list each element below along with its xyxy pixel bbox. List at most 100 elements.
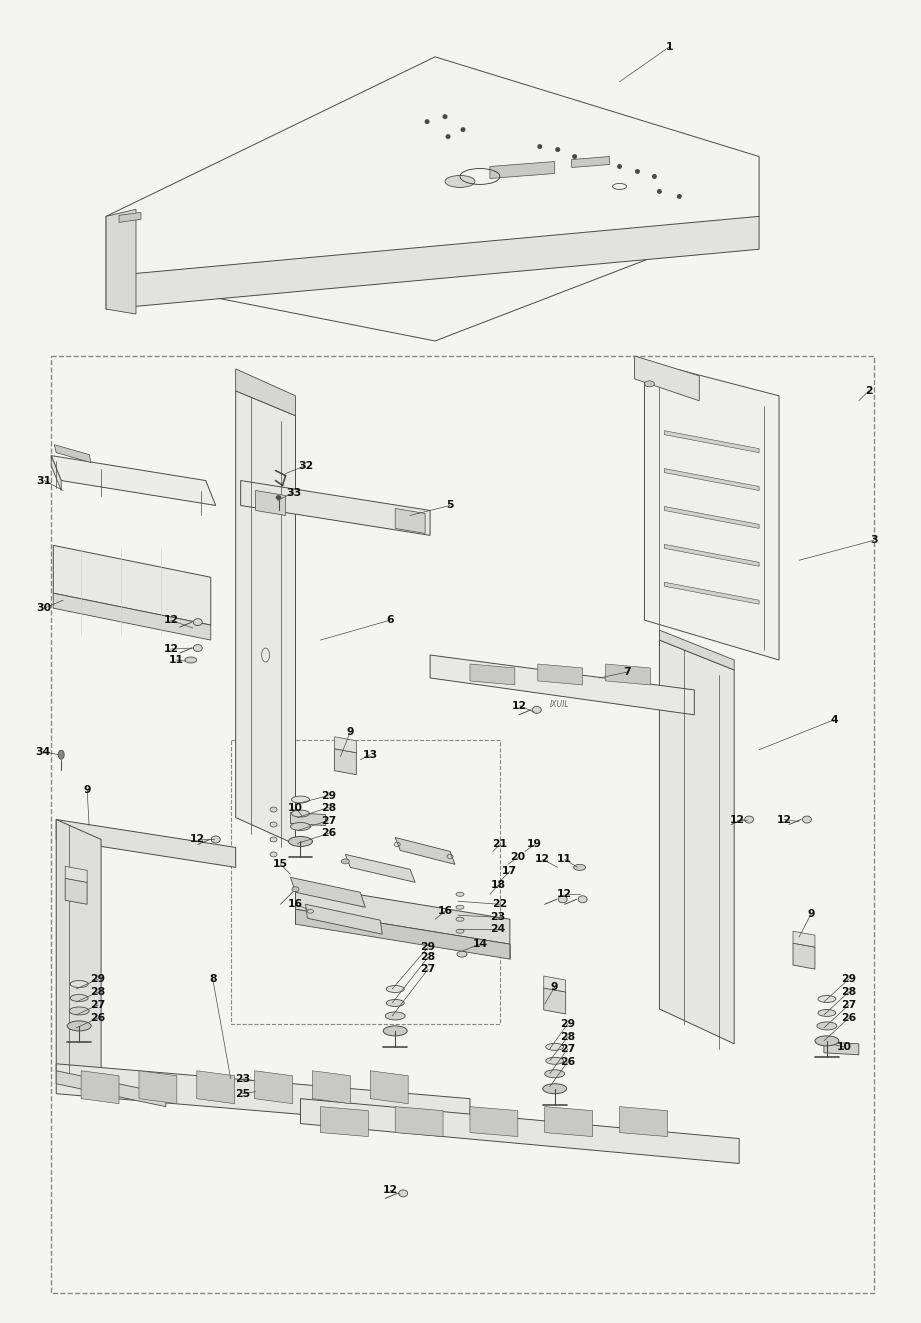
Polygon shape xyxy=(236,390,296,844)
Polygon shape xyxy=(300,1098,740,1163)
Polygon shape xyxy=(664,507,759,528)
Polygon shape xyxy=(65,867,87,882)
Ellipse shape xyxy=(270,852,277,857)
Polygon shape xyxy=(56,819,101,1094)
Text: 9: 9 xyxy=(807,909,815,919)
Text: IXUIL: IXUIL xyxy=(550,700,569,709)
Ellipse shape xyxy=(70,980,88,987)
Ellipse shape xyxy=(292,886,299,892)
Ellipse shape xyxy=(445,176,475,188)
Ellipse shape xyxy=(290,823,310,831)
Ellipse shape xyxy=(532,706,542,713)
Circle shape xyxy=(677,194,682,198)
Ellipse shape xyxy=(270,807,277,812)
Polygon shape xyxy=(290,812,325,826)
Polygon shape xyxy=(664,582,759,605)
Circle shape xyxy=(446,134,450,139)
Ellipse shape xyxy=(544,1070,565,1078)
Circle shape xyxy=(443,114,448,119)
Text: 5: 5 xyxy=(447,500,454,511)
Text: 29: 29 xyxy=(421,942,436,953)
Ellipse shape xyxy=(645,381,655,386)
Polygon shape xyxy=(197,1070,235,1103)
Text: 26: 26 xyxy=(841,1013,857,1023)
Text: 28: 28 xyxy=(321,803,336,812)
Ellipse shape xyxy=(342,859,349,864)
Ellipse shape xyxy=(193,644,203,651)
Text: 19: 19 xyxy=(528,840,542,849)
Text: 12: 12 xyxy=(382,1185,398,1196)
Text: 9: 9 xyxy=(551,982,558,992)
Ellipse shape xyxy=(292,796,309,803)
Text: 24: 24 xyxy=(490,925,506,934)
Polygon shape xyxy=(56,819,236,868)
Text: 10: 10 xyxy=(288,803,303,812)
Ellipse shape xyxy=(558,896,567,902)
Polygon shape xyxy=(470,664,515,685)
Ellipse shape xyxy=(185,658,197,663)
Text: 10: 10 xyxy=(836,1041,851,1052)
Ellipse shape xyxy=(270,837,277,841)
Polygon shape xyxy=(53,545,211,624)
Ellipse shape xyxy=(818,1009,836,1016)
Text: 25: 25 xyxy=(235,1089,251,1098)
Text: 12: 12 xyxy=(729,815,745,824)
Ellipse shape xyxy=(193,619,203,626)
Text: 28: 28 xyxy=(90,987,106,998)
Ellipse shape xyxy=(818,995,836,1003)
Ellipse shape xyxy=(386,999,404,1007)
Polygon shape xyxy=(659,630,734,669)
Ellipse shape xyxy=(456,905,464,909)
Text: 2: 2 xyxy=(865,386,872,396)
Text: 26: 26 xyxy=(90,1013,106,1023)
Text: 28: 28 xyxy=(421,953,436,962)
Polygon shape xyxy=(620,1106,668,1136)
Text: 33: 33 xyxy=(286,487,301,497)
Polygon shape xyxy=(240,480,430,536)
Circle shape xyxy=(617,164,622,169)
Polygon shape xyxy=(54,445,91,463)
Circle shape xyxy=(425,119,429,124)
Polygon shape xyxy=(543,976,565,992)
Polygon shape xyxy=(395,508,426,533)
Polygon shape xyxy=(430,655,694,714)
Polygon shape xyxy=(395,837,455,864)
Text: 28: 28 xyxy=(841,987,857,998)
Polygon shape xyxy=(490,161,554,179)
Polygon shape xyxy=(793,931,815,947)
Text: 11: 11 xyxy=(169,655,183,665)
Text: 27: 27 xyxy=(841,1000,857,1009)
Text: 27: 27 xyxy=(90,1000,106,1009)
Polygon shape xyxy=(321,1106,368,1136)
Polygon shape xyxy=(334,749,356,775)
Ellipse shape xyxy=(817,1021,837,1029)
Ellipse shape xyxy=(383,1025,407,1036)
Text: 1: 1 xyxy=(666,42,673,52)
Polygon shape xyxy=(345,855,415,882)
Polygon shape xyxy=(52,455,61,491)
Ellipse shape xyxy=(399,1189,408,1197)
Polygon shape xyxy=(543,988,565,1013)
Text: 13: 13 xyxy=(363,750,378,759)
Ellipse shape xyxy=(386,986,404,992)
Polygon shape xyxy=(52,455,216,505)
Ellipse shape xyxy=(802,816,811,823)
Text: 26: 26 xyxy=(321,828,336,839)
Circle shape xyxy=(460,127,465,132)
Polygon shape xyxy=(296,909,510,959)
Polygon shape xyxy=(470,1106,518,1136)
Ellipse shape xyxy=(69,1007,89,1015)
Text: 7: 7 xyxy=(624,667,631,677)
Polygon shape xyxy=(81,1070,119,1103)
Text: 29: 29 xyxy=(841,974,857,984)
Polygon shape xyxy=(370,1070,408,1103)
Text: 23: 23 xyxy=(235,1074,251,1084)
Ellipse shape xyxy=(70,995,88,1002)
Text: 31: 31 xyxy=(37,475,52,486)
Text: 20: 20 xyxy=(510,852,525,863)
Polygon shape xyxy=(544,1106,592,1136)
Ellipse shape xyxy=(211,836,220,843)
Text: 12: 12 xyxy=(557,889,572,900)
Text: 12: 12 xyxy=(191,835,205,844)
Polygon shape xyxy=(395,1106,443,1136)
